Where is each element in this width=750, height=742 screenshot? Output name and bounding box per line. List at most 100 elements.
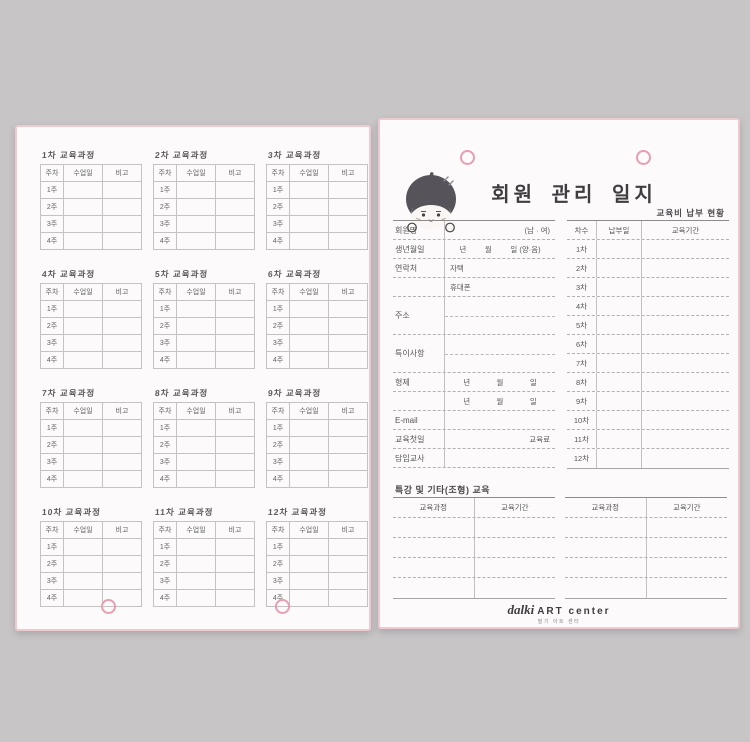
course-table-block: 3차 교육과정 주차 수업일 비고 1주 2주 3주 4주 [266, 149, 368, 250]
course-table-title: 10차 교육과정 [41, 507, 102, 517]
lesson-date-cell [289, 232, 329, 250]
course-table-row: 2주 [40, 317, 142, 335]
week-label-cell: 3주 [40, 572, 64, 590]
installment-label-cell: 6차 [567, 335, 597, 353]
course-table-block: 8차 교육과정 주차 수업일 비고 1주 2주 3주 4주 [153, 387, 255, 488]
payment-date-cell [597, 240, 642, 258]
lesson-date-cell [289, 317, 329, 335]
note-cell [215, 538, 255, 556]
note-cell [215, 351, 255, 369]
course-table-block: 9차 교육과정 주차 수업일 비고 1주 2주 3주 4주 [266, 387, 368, 488]
week-label-cell: 4주 [40, 351, 64, 369]
note-cell [102, 470, 142, 488]
course-table-header-cell: 주차 [266, 283, 290, 301]
course-table-row: 4주 [153, 351, 255, 369]
course-table-header-row: 주차 수업일 비고 [153, 283, 255, 301]
payment-header-row: 차수 납부일 교육기간 [567, 221, 729, 240]
course-table-row: 4주 [266, 232, 368, 250]
week-label-cell: 4주 [266, 351, 290, 369]
course-table-row: 1주 [153, 300, 255, 318]
form-value-area: 년 월 일 (양·음) [445, 240, 555, 258]
installment-label-cell: 7차 [567, 354, 597, 372]
course-table-row: 1주 [153, 181, 255, 199]
form-label: 연락처 [393, 259, 445, 277]
course-table-row: 2주 [153, 198, 255, 216]
payment-row: 10차 [567, 411, 729, 430]
course-table-header-cell: 비고 [328, 164, 368, 182]
note-cell [215, 572, 255, 590]
course-table-header-cell: 비고 [328, 521, 368, 539]
course-table-header-cell: 비고 [328, 402, 368, 420]
lesson-date-cell [289, 436, 329, 454]
course-table-header-row: 주차 수업일 비고 [266, 402, 368, 420]
lesson-date-cell [289, 181, 329, 199]
form-value-area: 교육료 [445, 430, 555, 448]
form-row: 회원명 (남 · 여) [393, 221, 555, 240]
week-label-cell: 3주 [266, 572, 290, 590]
note-cell [328, 572, 368, 590]
course-table-row: 3주 [153, 453, 255, 471]
note-cell [102, 232, 142, 250]
lesson-date-cell [289, 334, 329, 352]
education-period-cell [642, 354, 729, 372]
course-table-block: 12차 교육과정 주차 수업일 비고 1주 2주 3주 4주 [266, 506, 368, 607]
form-row: 교육첫일 교육료 [393, 430, 555, 449]
course-table-row: 4주 [153, 232, 255, 250]
note-cell [328, 317, 368, 335]
lesson-date-cell [63, 436, 103, 454]
special-header-cell: 교육기간 [672, 503, 701, 512]
week-label-cell: 1주 [40, 538, 64, 556]
course-table-row: 3주 [266, 453, 368, 471]
course-table: 주차 수업일 비고 1주 2주 3주 4주 [266, 402, 368, 488]
form-row: 연락처 자택 [393, 259, 555, 278]
payment-table: 차수 납부일 교육기간 1차 2차 3차 4차 5차 6차 7차 8차 9차 10차 11차 12차 [567, 220, 729, 469]
week-label-cell: 4주 [40, 470, 64, 488]
week-label-cell: 4주 [266, 232, 290, 250]
course-table-row: 2주 [40, 555, 142, 573]
form-value-part: 년 [463, 396, 471, 406]
special-period-cell [475, 578, 556, 598]
course-table-row: 3주 [40, 572, 142, 590]
course-table-row: 4주 [266, 470, 368, 488]
special-period-cell [475, 518, 556, 537]
course-table-row: 4주 [40, 589, 142, 607]
form-label: 형제 [393, 373, 445, 391]
special-period-cell [647, 578, 728, 598]
lesson-date-cell [176, 215, 216, 233]
note-cell [215, 419, 255, 437]
lesson-date-cell [289, 215, 329, 233]
course-table-header-row: 주차 수업일 비고 [40, 283, 142, 301]
lesson-date-cell [289, 453, 329, 471]
form-label: 회원명 [393, 221, 445, 239]
note-cell [215, 334, 255, 352]
course-table-title: 2차 교육과정 [154, 150, 209, 160]
lesson-date-cell [176, 181, 216, 199]
education-period-cell [642, 240, 729, 258]
note-cell [328, 300, 368, 318]
installment-label-cell: 1차 [567, 240, 597, 258]
lesson-date-cell [289, 198, 329, 216]
week-label-cell: 3주 [40, 453, 64, 471]
lesson-date-cell [289, 589, 329, 607]
course-table-row: 2주 [40, 198, 142, 216]
payment-date-cell [597, 373, 642, 391]
course-table-header-cell: 주차 [153, 164, 177, 182]
week-label-cell: 1주 [266, 538, 290, 556]
course-table-header-cell: 수업일 [289, 402, 329, 420]
week-label-cell: 2주 [40, 555, 64, 573]
lesson-date-cell [63, 351, 103, 369]
course-table-header-cell: 수업일 [63, 283, 103, 301]
installment-label-cell: 5차 [567, 316, 597, 334]
week-label-cell: 3주 [153, 215, 177, 233]
week-label-cell: 4주 [40, 589, 64, 607]
course-table-row: 2주 [153, 317, 255, 335]
lesson-date-cell [176, 572, 216, 590]
course-table-title: 8차 교육과정 [154, 388, 209, 398]
special-header-cell: 교육과정 [393, 498, 475, 517]
education-period-cell [642, 316, 729, 334]
form-value-area [445, 411, 555, 429]
note-cell [328, 198, 368, 216]
lesson-date-cell [63, 181, 103, 199]
form-value-area [445, 449, 555, 467]
